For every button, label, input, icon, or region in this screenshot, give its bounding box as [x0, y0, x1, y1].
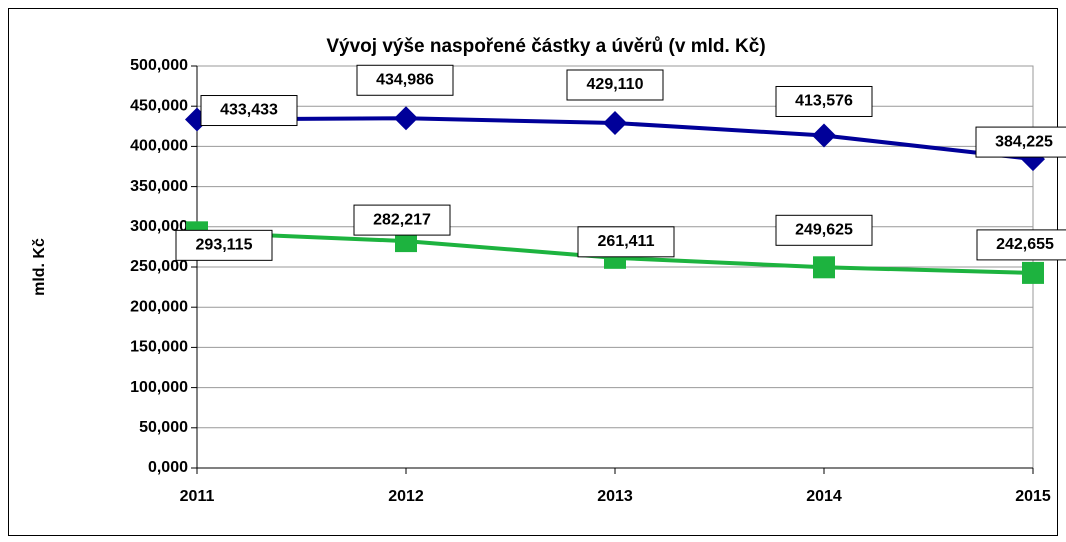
x-tick-label: 2011 — [180, 488, 215, 505]
data-label: 261,411 — [598, 233, 655, 250]
data-label-box — [200, 95, 298, 127]
data-label-box — [775, 85, 873, 117]
x-tick-label: 2012 — [388, 488, 424, 505]
data-label-box — [577, 226, 675, 258]
data-label-box — [775, 214, 873, 246]
x-tick-label: 2015 — [1015, 488, 1051, 505]
data-label: 249,625 — [795, 222, 853, 239]
y-tick-label: 0,000 — [148, 459, 188, 476]
data-label-box — [356, 64, 454, 96]
y-tick-label: 350,000 — [130, 178, 188, 195]
x-tick-label: 2014 — [806, 488, 842, 505]
y-tick-label: 100,000 — [130, 379, 188, 396]
x-tick-label: 2013 — [597, 488, 633, 505]
data-label-box — [175, 229, 273, 261]
marker — [812, 123, 836, 148]
data-label: 413,576 — [795, 93, 853, 110]
data-label: 242,655 — [996, 236, 1054, 253]
y-tick-label: 450,000 — [130, 97, 188, 114]
marker — [603, 110, 627, 135]
data-label: 384,225 — [995, 133, 1053, 150]
marker — [1022, 261, 1044, 284]
y-tick-label: 300,000 — [130, 218, 188, 235]
data-label: 293,115 — [196, 237, 253, 254]
y-tick-label: 500,000 — [130, 57, 188, 74]
y-tick-label: 200,000 — [130, 298, 188, 315]
data-label: 434,986 — [376, 71, 434, 88]
data-label-box — [976, 229, 1066, 261]
data-label-box — [975, 126, 1066, 158]
y-tick-label: 250,000 — [130, 258, 188, 275]
data-label-box — [566, 69, 664, 101]
data-label: 282,217 — [373, 211, 431, 228]
data-label: 433,433 — [220, 102, 278, 119]
chart-title: Vývoj výše naspořené částky a úvěrů (v m… — [326, 36, 765, 57]
y-tick-label: 400,000 — [130, 138, 188, 155]
data-label-box — [353, 204, 451, 236]
y-tick-label: 150,000 — [130, 339, 188, 356]
y-axis-title: mld. Kč — [31, 238, 48, 296]
y-tick-label: 50,000 — [139, 419, 188, 436]
marker — [394, 106, 418, 131]
data-label: 429,110 — [587, 76, 644, 93]
marker — [813, 256, 835, 279]
